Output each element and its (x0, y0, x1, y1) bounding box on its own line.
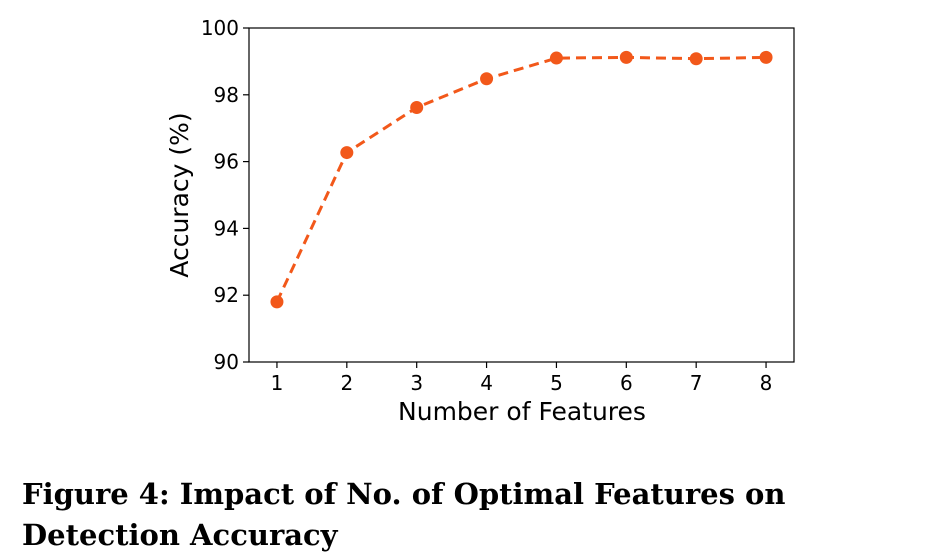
data-point-marker (480, 72, 494, 86)
accuracy-series-line (275, 55, 767, 303)
y-tick-label: 98 (214, 83, 239, 107)
x-tick-label: 3 (410, 371, 423, 395)
y-tick-label: 90 (214, 350, 239, 374)
x-axis-title: Number of Features (398, 397, 646, 426)
x-axis-ticks: 1 2 3 4 5 6 7 8 (271, 362, 773, 395)
data-point-marker (619, 50, 633, 64)
x-tick-label: 8 (760, 371, 773, 395)
x-tick-label: 2 (340, 371, 353, 395)
accuracy-line-chart: 1 2 3 4 5 6 7 8 90 92 94 96 98 100 Number of Feature… (165, 16, 795, 426)
x-tick-label: 7 (690, 371, 703, 395)
data-point-marker (549, 51, 563, 65)
x-tick-label: 5 (550, 371, 563, 395)
figure-caption: Figure 4: Impact of No. of Optimal Featu… (22, 477, 786, 552)
data-point-marker (410, 100, 424, 114)
data-point-marker (270, 295, 284, 309)
data-point-marker (689, 52, 703, 66)
accuracy-series-markers (270, 50, 773, 309)
plot-area-frame (248, 27, 795, 363)
y-axis-title: Accuracy (%) (165, 112, 194, 277)
data-point-marker (759, 50, 773, 64)
y-tick-label: 100 (201, 16, 239, 40)
y-tick-label: 96 (214, 150, 239, 174)
data-point-marker (340, 146, 354, 160)
y-axis-ticks: 90 92 94 96 98 100 (201, 16, 249, 374)
x-tick-label: 4 (480, 371, 493, 395)
x-tick-label: 6 (620, 371, 633, 395)
x-tick-label: 1 (271, 371, 284, 395)
y-tick-label: 94 (214, 216, 239, 240)
y-tick-label: 92 (214, 283, 239, 307)
